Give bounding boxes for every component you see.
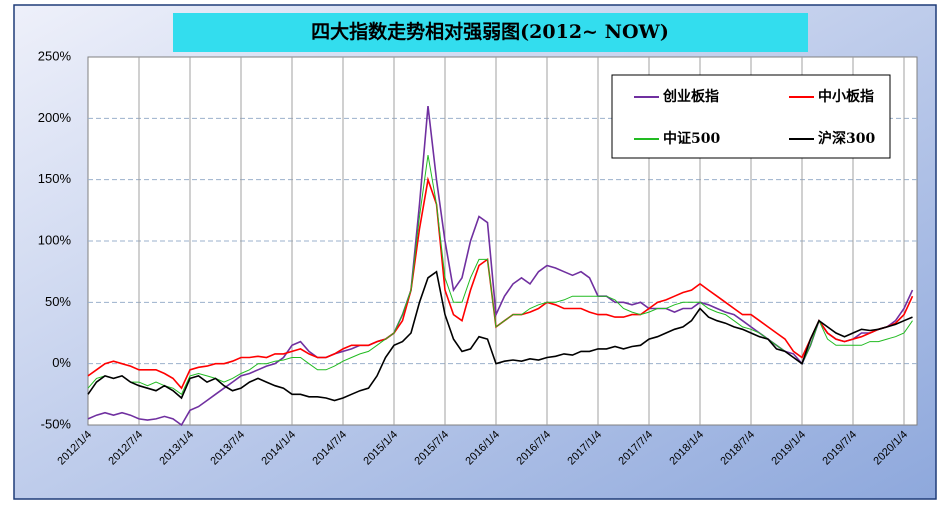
- y-tick-label: 250%: [38, 48, 72, 63]
- title-box: [173, 13, 808, 52]
- legend-label: 沪深300: [818, 130, 875, 147]
- legend-label: 中证500: [663, 130, 720, 147]
- y-tick-label: 50%: [45, 294, 71, 309]
- y-tick-label: 100%: [38, 232, 72, 247]
- chart-title: 四大指数走势相对强弱图(2012~ NOW): [311, 20, 669, 43]
- series-line: [87, 155, 913, 396]
- legend-box: [611, 74, 891, 159]
- y-tick-label: 200%: [38, 110, 72, 125]
- legend-label: 创业板指: [662, 88, 719, 105]
- y-tick-label: 0%: [52, 355, 71, 370]
- y-tick-label: -50%: [41, 416, 72, 431]
- y-tick-label: 150%: [38, 171, 72, 186]
- series-line: [87, 270, 913, 402]
- legend-label: 中小板指: [818, 88, 874, 105]
